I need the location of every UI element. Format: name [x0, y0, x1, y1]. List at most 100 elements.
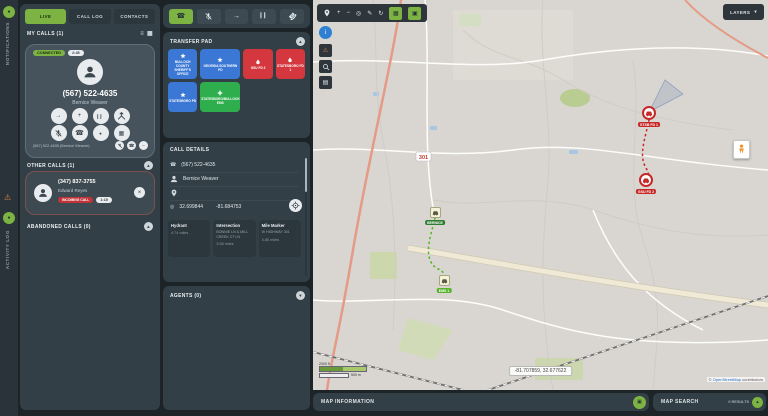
- call-button[interactable]: ☎: [71, 125, 88, 141]
- transfer-button[interactable]: →: [224, 8, 249, 24]
- mic-slash-icon: [117, 143, 122, 148]
- keypad-button[interactable]: ▦: [113, 125, 130, 141]
- mute-mic-button[interactable]: [196, 8, 221, 24]
- map-attribution: © OpenStreetMap contributors: [706, 377, 765, 382]
- scale-bar: [319, 366, 367, 372]
- map-marker-fd1[interactable]: [642, 106, 656, 120]
- transfer-target-bulloch-sheriff[interactable]: BULLOCH COUNTY SHERIFF'S OFFICE: [168, 49, 198, 79]
- call-details-panel: CALL DETAILS ☎ (567) 522-4635 Bernice We…: [163, 142, 310, 282]
- record-button[interactable]: ●: [92, 125, 109, 141]
- notifications-icon[interactable]: ●: [3, 6, 15, 18]
- incoming-call-name: Edward Reyes: [58, 188, 88, 193]
- collapse-other-calls-button[interactable]: ▴: [144, 161, 153, 170]
- pin-tool-icon[interactable]: [323, 9, 331, 17]
- zoom-out-button[interactable]: −: [346, 10, 351, 16]
- openstreetmap-link[interactable]: OpenStreetMap: [712, 377, 741, 382]
- footer-minimize-button[interactable]: −: [139, 141, 148, 150]
- other-calls-header: OTHER CALLS (1) ▴: [27, 161, 153, 170]
- footer-mute-button[interactable]: [115, 141, 124, 150]
- phone-control-bar: ☎ → ▎▎ ☎: [163, 4, 310, 28]
- detail-phone-row: ☎ (567) 522-4635: [170, 158, 298, 173]
- map-marker-ems[interactable]: [439, 275, 450, 286]
- basemap-button[interactable]: ▦: [389, 6, 403, 20]
- hold-button[interactable]: ▎▎: [252, 8, 277, 24]
- chevron-up-icon: ▴: [147, 163, 150, 168]
- collapse-agents-button[interactable]: ▾: [296, 291, 305, 300]
- transfer-target-gsu-fd-2[interactable]: GSU FD 2: [243, 49, 273, 79]
- my-calls-title: MY CALLS (1): [27, 31, 64, 37]
- transfer-target-statesboro-bulloch-ems[interactable]: STATESBORO/BULLOCH EMS: [200, 82, 241, 112]
- warning-icon[interactable]: ⚠: [4, 193, 12, 202]
- pegman-control[interactable]: [733, 140, 750, 159]
- list-view-icon[interactable]: ≡: [140, 31, 145, 37]
- map-information-label: MAP INFORMATION: [321, 399, 375, 405]
- measure-icon: ▣: [412, 10, 418, 17]
- info-icon: i: [324, 29, 327, 36]
- phone-icon: ☎: [75, 130, 84, 137]
- layers-button[interactable]: LAYERS ▾: [723, 4, 764, 20]
- locate-on-map-button[interactable]: [289, 199, 302, 212]
- zoom-in-button[interactable]: +: [337, 10, 341, 16]
- collapse-transfer-button[interactable]: ▴: [296, 37, 305, 46]
- tab-live[interactable]: LIVE: [25, 9, 67, 24]
- my-location-button[interactable]: i: [319, 26, 332, 39]
- flame-icon: [256, 58, 260, 64]
- map-marker-ems-label: EMS 1: [436, 288, 452, 293]
- call-actions-row-2: ☎ ● ▦: [26, 125, 154, 141]
- side-strip: ● NOTIFICATIONS ⚠ ● ACTIVITY LOG: [0, 0, 18, 416]
- chevron-down-icon: ▾: [754, 9, 757, 14]
- map-search-bar[interactable]: MAP SEARCH 0 RESULTS ▴: [653, 393, 766, 411]
- incoming-call-card[interactable]: (347) 837-3755 Edward Reyes INCOMING CAL…: [25, 171, 155, 215]
- mute-button[interactable]: [50, 125, 67, 141]
- hold-call-button[interactable]: ▎▎: [92, 108, 109, 124]
- call-timer: 2:45: [68, 50, 84, 56]
- alerts-tool-button[interactable]: ⚠: [319, 44, 332, 57]
- transfer-target-georgia-southern-pd[interactable]: GEORGIA SOUTHERN PD: [200, 49, 241, 79]
- hangup-button[interactable]: ☎: [280, 8, 304, 24]
- arrow-right-icon: →: [55, 113, 62, 119]
- transfer-call-button[interactable]: →: [50, 108, 67, 124]
- footer-phone-button[interactable]: ☎: [127, 141, 136, 150]
- map-search-tool-button[interactable]: [319, 60, 332, 73]
- detail-name-row: Bernice Weaver: [170, 172, 298, 187]
- scrollbar-thumb[interactable]: [305, 158, 307, 192]
- activity-log-icon[interactable]: ●: [3, 212, 15, 224]
- scrollbar-track[interactable]: [305, 158, 307, 276]
- merge-call-button[interactable]: [113, 108, 130, 124]
- report-tool-button[interactable]: ▤: [319, 76, 332, 89]
- map-marker-caller[interactable]: [430, 207, 441, 218]
- stat-intersection: Intersection BONNIE LN & MILL CREEK CT L…: [213, 220, 256, 257]
- detail-address-row: [170, 186, 298, 201]
- answer-button[interactable]: ☎: [169, 8, 193, 24]
- tab-contacts[interactable]: CONTACTS: [113, 9, 155, 24]
- map-information-bar[interactable]: MAP INFORMATION ▣: [313, 393, 649, 411]
- collapse-abandoned-button[interactable]: ▴: [144, 222, 153, 231]
- measure-button[interactable]: ▣: [408, 6, 422, 20]
- active-call-footer: (567) 522-4635 (Bernice Weaver) ☎ −: [33, 141, 148, 150]
- refresh-button[interactable]: ↻: [378, 10, 384, 17]
- abandoned-calls-header: ABANDONED CALLS (0) ▴: [27, 222, 153, 231]
- transfer-target-statesboro-pd[interactable]: STATESBORO PD: [168, 82, 198, 112]
- agents-panel: AGENTS (0) ▾: [163, 286, 310, 410]
- arrow-right-icon: →: [232, 12, 240, 20]
- person-icon: [39, 189, 47, 197]
- star-icon: [180, 52, 186, 58]
- draw-button[interactable]: ✎: [367, 10, 373, 17]
- dismiss-call-button[interactable]: ×: [134, 187, 145, 198]
- add-call-button[interactable]: +: [71, 108, 88, 124]
- dot-icon: ●: [7, 215, 11, 221]
- map-view[interactable]: 301 + − ◎ ✎ ↻ ▦ ▣ LAYERS ▾ i ⚠ ▤ STSB F: [313, 0, 768, 390]
- car-icon: [646, 111, 652, 117]
- active-call-card[interactable]: CONNECTED 2:45 (567) 522-4635 Bernice We…: [25, 44, 155, 158]
- grid-view-icon[interactable]: ▦: [147, 31, 153, 37]
- map-search-toggle[interactable]: ▴: [752, 396, 763, 408]
- map-marker-gsu-fd2[interactable]: [639, 173, 653, 187]
- transfer-target-statesboro-fd-1[interactable]: STATESBORO FD 1: [275, 49, 305, 79]
- dot-icon: ●: [7, 9, 11, 15]
- chevron-up-icon: ▴: [299, 39, 302, 44]
- medical-cross-icon: [218, 90, 223, 95]
- center-target-button[interactable]: ◎: [356, 10, 362, 17]
- tab-call-log[interactable]: CALL LOG: [69, 9, 111, 24]
- map-information-toggle[interactable]: ▣: [633, 395, 646, 409]
